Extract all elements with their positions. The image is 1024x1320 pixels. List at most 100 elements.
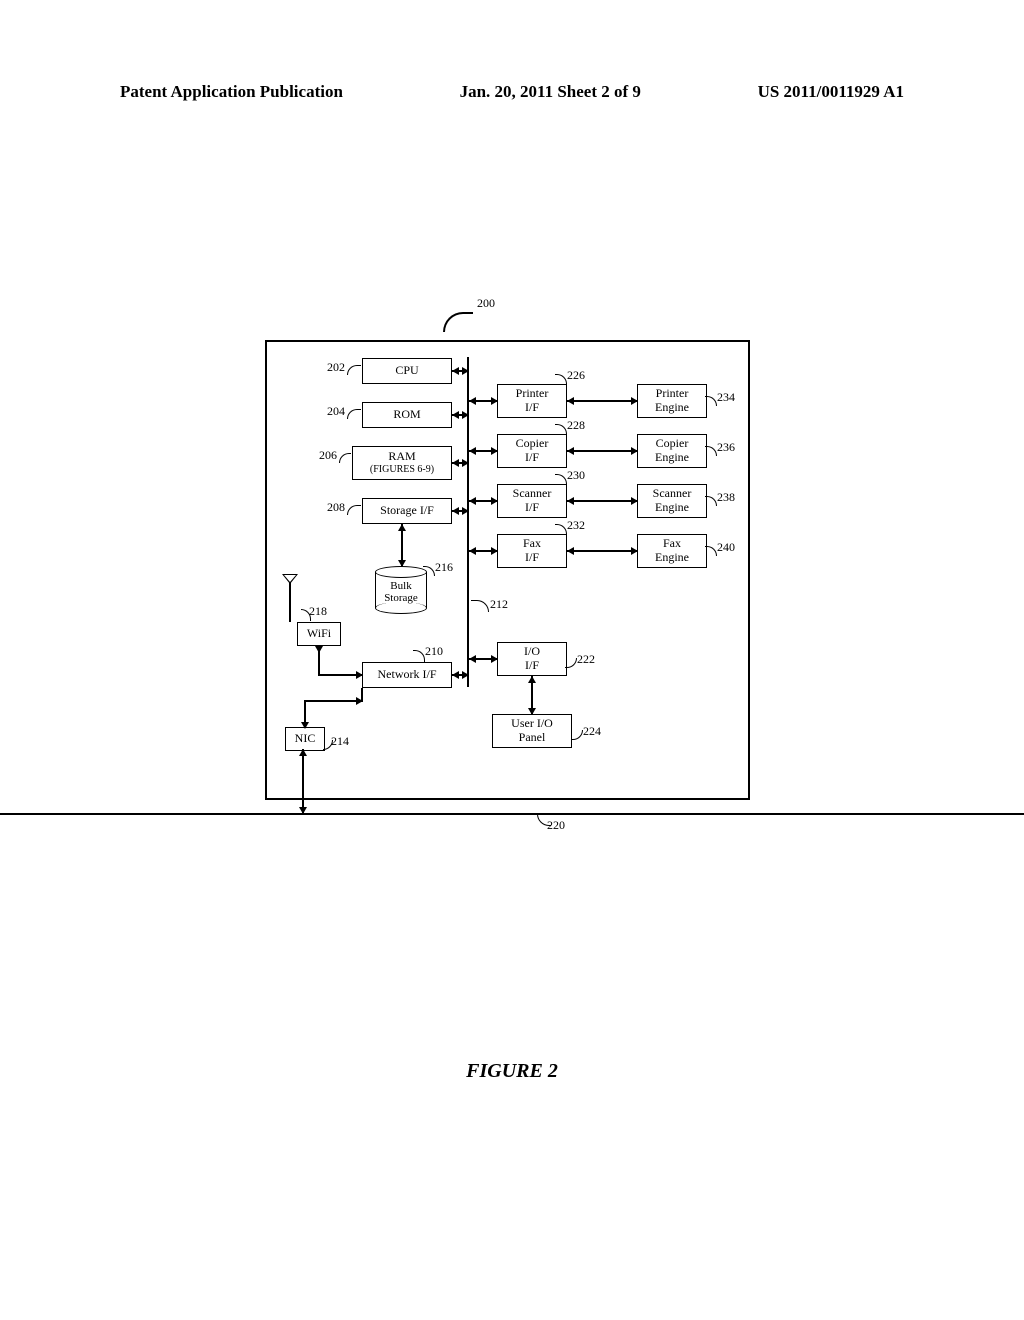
arrow-icon [631,447,638,455]
ref-leader-208 [347,505,361,515]
arrow-icon [299,749,307,756]
header-right: US 2011/0011929 A1 [758,82,904,102]
ref-leader-212 [471,600,489,612]
arrow-icon [491,655,498,663]
arrow-icon [452,411,459,419]
block-ram: RAM (FIGURES 6-9) [352,446,452,480]
figure-caption: FIGURE 2 [0,1060,1024,1083]
ref-232: 232 [567,518,585,533]
ref-leader-206 [339,453,351,463]
block-printer-if: Printer I/F [497,384,567,418]
block-network-if: Network I/F [362,662,452,688]
ref-leader-228 [555,424,567,436]
arrow-icon [469,447,476,455]
printerif-l2: I/F [525,401,539,415]
userio-l2: Panel [519,731,546,745]
arrow-icon [452,507,459,515]
ref-212: 212 [490,597,508,612]
netif-label: Network I/F [378,668,437,682]
bulk-label1: Bulk [375,580,427,592]
faxif-l2: I/F [525,551,539,565]
conn-nic-ground [302,749,304,813]
block-printer-engine: Printer Engine [637,384,707,418]
arrow-icon [398,560,406,567]
block-fax-engine: Fax Engine [637,534,707,568]
ref-200: 200 [477,296,495,311]
arrow-icon [452,367,459,375]
ref-leader-240 [705,546,717,556]
arrow-icon [356,671,363,679]
ref-230: 230 [567,468,585,483]
block-fax-if: Fax I/F [497,534,567,568]
system-frame: 212 CPU 202 ROM 204 RAM (FIGURES 6-9) 20… [265,340,750,800]
faxen-l2: Engine [655,551,689,565]
arrow-icon [567,547,574,555]
cpu-label: CPU [395,364,418,378]
conn-nic-v2 [361,688,363,702]
arrow-icon [301,722,309,729]
block-wifi: WiFi [297,622,341,646]
ref-leader-226 [555,374,567,386]
block-copier-engine: Copier Engine [637,434,707,468]
network-line [0,813,1024,815]
wifi-antenna-icon [282,574,298,584]
arrow-icon [462,459,469,467]
ref-leader-210 [413,650,425,662]
ref-224: 224 [583,724,601,739]
ioif-l2: I/F [525,659,539,673]
arrow-icon [491,397,498,405]
arrow-icon [567,397,574,405]
ref-202: 202 [327,360,345,375]
arrow-icon [631,547,638,555]
header-center: Jan. 20, 2011 Sheet 2 of 9 [460,82,641,102]
arrow-icon [491,547,498,555]
arrow-icon [469,497,476,505]
block-scanner-if: Scanner I/F [497,484,567,518]
ref-240: 240 [717,540,735,555]
wifi-antenna-stem [289,582,291,622]
header-left: Patent Application Publication [120,82,343,102]
conn-pif-pen [567,400,637,402]
page-header: Patent Application Publication Jan. 20, … [0,82,1024,102]
storage-if-label: Storage I/F [380,504,434,518]
scannerif-l2: I/F [525,501,539,515]
faxen-l1: Fax [663,537,681,551]
ref-leader-232 [555,524,567,536]
ref-226: 226 [567,368,585,383]
ram-label2: (FIGURES 6-9) [370,464,434,476]
ref-210: 210 [425,644,443,659]
ref-leader-204 [347,409,361,419]
block-rom: ROM [362,402,452,428]
ref-leader-216 [423,566,435,576]
bulk-label2: Storage [375,592,427,604]
printeren-l2: Engine [655,401,689,415]
arrow-icon [462,367,469,375]
ram-label1: RAM [388,450,415,464]
ref-leader-200 [443,312,473,332]
ref-222: 222 [577,652,595,667]
block-scanner-engine: Scanner Engine [637,484,707,518]
copierif-l2: I/F [525,451,539,465]
block-storage-if: Storage I/F [362,498,452,524]
arrow-icon [567,447,574,455]
block-user-io-panel: User I/O Panel [492,714,572,748]
arrow-icon [462,671,469,679]
ref-leader-222 [565,658,577,668]
conn-nic-h [304,700,362,702]
arrow-icon [491,497,498,505]
ref-leader-230 [555,474,567,486]
copieren-l2: Engine [655,451,689,465]
arrow-icon [528,708,536,715]
block-cpu: CPU [362,358,452,384]
ref-206: 206 [319,448,337,463]
scanneren-l1: Scanner [653,487,692,501]
rom-label: ROM [393,408,420,422]
nic-label: NIC [295,732,316,746]
conn-sif-sen [567,500,637,502]
arrow-icon [452,671,459,679]
arrow-icon [469,547,476,555]
ref-leader-224 [571,730,583,740]
arrow-icon [462,411,469,419]
scanneren-l2: Engine [655,501,689,515]
copieren-l1: Copier [656,437,689,451]
